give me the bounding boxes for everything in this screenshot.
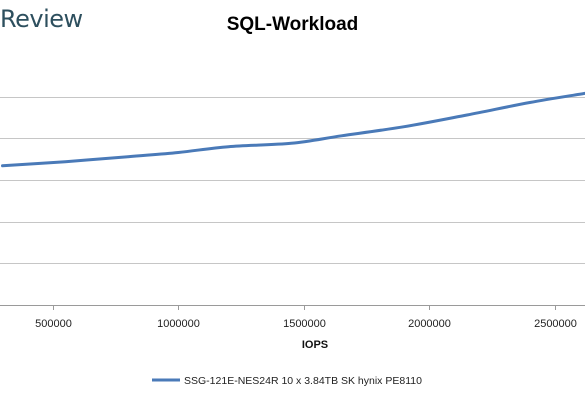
gridlines xyxy=(0,97,585,306)
x-tick-label: 1500000 xyxy=(283,318,326,330)
x-axis-ticks: 500000 1000000 1500000 2000000 2500000 xyxy=(35,305,577,330)
x-axis-title: IOPS xyxy=(302,339,328,351)
legend-label: SSG-121E-NES24R 10 x 3.84TB SK hynix PE8… xyxy=(184,375,422,387)
series-layer xyxy=(1,91,585,168)
x-tick-label: 1000000 xyxy=(157,318,200,330)
x-tick-label: 2000000 xyxy=(408,318,451,330)
x-tick-label: 500000 xyxy=(35,318,72,330)
chart-title: SQL-Workload xyxy=(226,14,359,35)
series-line-0 xyxy=(1,91,585,168)
brand-logo: Review xyxy=(0,5,83,33)
legend: SSG-121E-NES24R 10 x 3.84TB SK hynix PE8… xyxy=(152,375,422,387)
x-tick-label: 2500000 xyxy=(534,318,577,330)
